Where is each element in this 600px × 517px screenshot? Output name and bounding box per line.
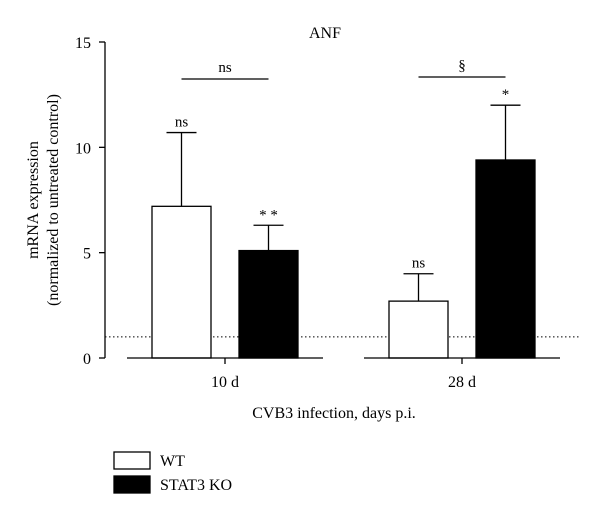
x-tick-label: 28 d xyxy=(448,374,476,391)
y-tick-label: 5 xyxy=(83,246,91,263)
y-tick-label: 10 xyxy=(75,140,91,157)
bars-group xyxy=(151,104,536,359)
chart-title: ANF xyxy=(309,25,341,42)
bar xyxy=(475,159,536,359)
x-tick-label: 10 d xyxy=(211,374,239,391)
significance-label: ns xyxy=(412,256,426,272)
x-axis: 10 d 28 d xyxy=(127,357,560,391)
legend-swatch xyxy=(113,451,151,470)
legend-label: STAT3 KO xyxy=(160,477,232,494)
y-axis-label-line1: mRNA expression xyxy=(25,141,42,259)
significance-label: * xyxy=(502,87,510,103)
comparison-label: ns xyxy=(218,60,232,76)
y-axis: 0 5 10 15 xyxy=(75,35,106,368)
y-tick-label: 15 xyxy=(75,35,91,52)
y-axis-label-line2: (normalized to untreated control) xyxy=(45,94,62,306)
bar xyxy=(388,300,449,359)
legend-label: WT xyxy=(160,453,185,470)
legend-swatch xyxy=(113,475,151,494)
y-tick-label: 0 xyxy=(83,351,91,368)
bar xyxy=(238,249,299,359)
legend: WT STAT3 KO xyxy=(113,451,232,494)
bar xyxy=(151,205,212,359)
x-axis-label: CVB3 infection, days p.i. xyxy=(252,405,416,422)
comparison-label: § xyxy=(458,58,466,74)
significance-label: ns xyxy=(175,115,189,131)
significance-label: * * xyxy=(259,207,278,223)
annotations-group: ns * * ns * ns § xyxy=(175,58,509,272)
